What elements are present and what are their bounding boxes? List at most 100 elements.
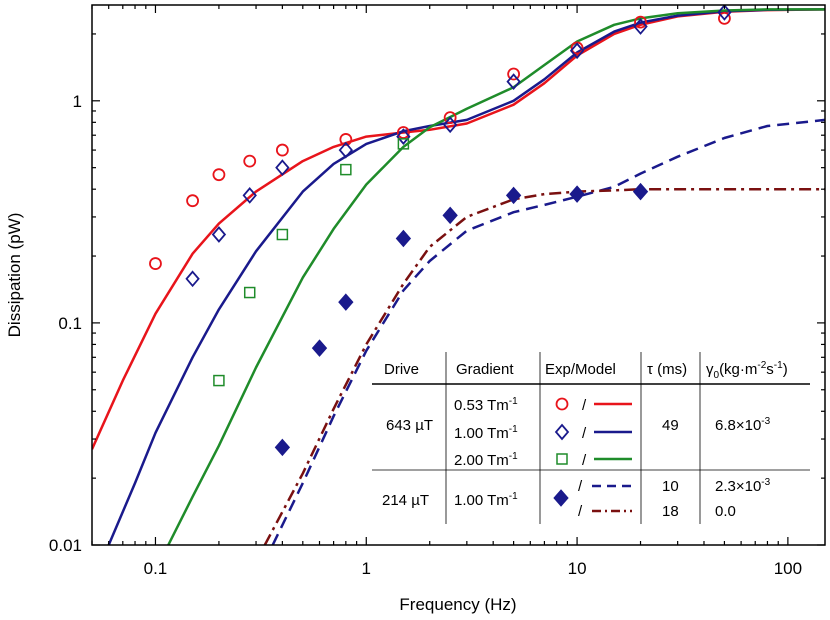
y-axis-title: Dissipation (pW) xyxy=(5,213,24,338)
gradient-100-sup: -1 xyxy=(509,424,518,435)
point-214-t-1-00-tm-1-data-0 xyxy=(274,438,291,457)
point-643-t-0-53-tm-1-data-7 xyxy=(443,111,457,125)
legend-slash-3: / xyxy=(582,452,587,469)
point-643-t-0-53-tm-1-data-10 xyxy=(634,15,647,29)
y-tick-label-1: 1 xyxy=(73,92,82,111)
gradient-053-sup: -1 xyxy=(509,396,518,407)
y-tick-label-0_1: 0.1 xyxy=(58,314,82,333)
gradient-214-value: 1.00 Tm xyxy=(454,492,509,509)
point-214-t-1-00-tm-1-data-4 xyxy=(442,206,458,225)
gamma-unit-a: (kg·m xyxy=(719,361,757,378)
point-643-t-2-00-tm-1-data-2 xyxy=(276,228,289,241)
x-tick-label-1: 1 xyxy=(362,559,371,578)
point-643-t-1-00-tm-1-data-4 xyxy=(338,141,354,159)
point-643-t-1-00-tm-1-data-10 xyxy=(717,5,732,21)
legend-gradient-214: 1.00 Tm-1 xyxy=(454,491,518,509)
x-tick-label-10: 10 xyxy=(568,559,587,578)
data-points xyxy=(149,5,732,457)
point-643-t-1-00-tm-1-data-0 xyxy=(185,270,200,288)
point-643-t-0-53-tm-1-data-4 xyxy=(275,143,289,157)
gamma-68-exp: -3 xyxy=(761,416,770,427)
point-643-t-0-53-tm-1-data-3 xyxy=(243,154,257,168)
gamma-subscript: 0 xyxy=(714,370,720,381)
legend-background xyxy=(372,346,825,540)
legend-table: Drive Gradient Exp/Model τ (ms) γ0(kg·m-… xyxy=(372,346,825,540)
gamma-unit-b: s xyxy=(766,361,774,378)
point-643-t-0-53-tm-1-data-2 xyxy=(212,168,226,182)
y-tick-label-0_01: 0.01 xyxy=(49,536,82,555)
point-643-t-2-00-tm-1-data-3 xyxy=(340,163,352,176)
gradient-200-sup: -1 xyxy=(509,451,518,462)
gradient-214-sup: -1 xyxy=(509,491,518,502)
legend-marker-circle xyxy=(555,397,569,411)
axis-ticks xyxy=(91,5,825,546)
point-643-t-1-00-tm-1-data-5 xyxy=(396,128,411,145)
x-axis-title: Frequency (Hz) xyxy=(399,595,516,614)
legend-drive-643: 643 µT xyxy=(386,417,433,434)
legend-slash-2: / xyxy=(582,425,587,442)
legend-tau-18: 18 xyxy=(662,503,679,520)
point-643-t-0-53-tm-1-data-0 xyxy=(149,257,162,270)
legend-header-tau: τ (ms) xyxy=(647,361,687,378)
legend-slash-1: / xyxy=(582,397,587,414)
x-tick-label-0_1: 0.1 xyxy=(144,559,168,578)
legend-header-gamma: γ0(kg·m-2s-1) xyxy=(706,360,788,381)
point-214-t-1-00-tm-1-data-7 xyxy=(632,182,649,201)
series-line-643-t-2-00-tm-1-model xyxy=(167,8,825,545)
series-line-214-t-10-ms-model xyxy=(271,118,825,545)
point-643-t-2-00-tm-1-data-4 xyxy=(397,138,410,150)
point-643-t-0-53-tm-1-data-6 xyxy=(396,126,410,139)
point-643-t-1-00-tm-1-data-3 xyxy=(275,159,290,177)
gamma-sup-1: -2 xyxy=(757,360,766,371)
gamma-sup-2: -1 xyxy=(774,360,783,371)
gamma-23-mant: 2.3×10 xyxy=(715,478,761,495)
point-214-t-1-00-tm-1-data-3 xyxy=(395,229,412,248)
legend-header-drive: Drive xyxy=(384,361,419,378)
legend-marker-diamond-filled xyxy=(553,489,569,507)
legend-slash-5: / xyxy=(578,503,583,520)
series-line-214-t-18-ms-model xyxy=(263,187,825,545)
legend-tau-49: 49 xyxy=(662,417,679,434)
point-643-t-1-00-tm-1-data-1 xyxy=(211,226,227,243)
point-214-t-1-00-tm-1-data-5 xyxy=(505,186,522,205)
x-tick-label-100: 100 xyxy=(774,559,802,578)
plot-frame xyxy=(91,4,826,546)
legend-slash-4: / xyxy=(578,478,583,495)
point-643-t-2-00-tm-1-data-0 xyxy=(213,374,225,387)
point-643-t-1-00-tm-1-data-7 xyxy=(506,73,521,91)
gradient-200-value: 2.00 Tm xyxy=(454,452,509,469)
legend-tau-10: 10 xyxy=(662,478,679,495)
point-643-t-0-53-tm-1-data-11 xyxy=(718,11,731,25)
point-643-t-0-53-tm-1-data-8 xyxy=(507,67,521,81)
gamma-68-mant: 6.8×10 xyxy=(715,417,761,434)
point-643-t-0-53-tm-1-data-5 xyxy=(339,133,353,146)
point-643-t-2-00-tm-1-data-1 xyxy=(243,286,256,299)
legend-drive-214: 214 µT xyxy=(382,492,429,509)
point-643-t-1-00-tm-1-data-8 xyxy=(569,42,585,60)
legend-gradient-100: 1.00 Tm-1 xyxy=(454,424,518,442)
point-214-t-1-00-tm-1-data-6 xyxy=(569,185,585,203)
point-643-t-1-00-tm-1-data-6 xyxy=(442,116,458,134)
point-643-t-0-53-tm-1-data-1 xyxy=(186,194,199,208)
gamma-close: ) xyxy=(783,361,788,378)
legend-gamma-zero: 0.0 xyxy=(715,503,736,520)
gradient-053-value: 0.53 Tm xyxy=(454,397,509,414)
legend-header-gradient: Gradient xyxy=(456,361,514,378)
legend-gradient-200: 2.00 Tm-1 xyxy=(454,451,518,469)
legend-gamma-68e-3: 6.8×10-3 xyxy=(715,416,771,434)
legend-header-exp-model: Exp/Model xyxy=(545,361,616,378)
legend-marker-diamond-open xyxy=(554,423,570,441)
gamma-symbol: γ xyxy=(706,361,714,378)
legend-marker-square xyxy=(556,453,568,465)
legend-gamma-23e-3: 2.3×10-3 xyxy=(715,477,771,495)
point-214-t-1-00-tm-1-data-2 xyxy=(338,293,354,311)
point-643-t-1-00-tm-1-data-9 xyxy=(633,18,648,35)
point-643-t-1-00-tm-1-data-2 xyxy=(242,187,257,204)
gradient-100-value: 1.00 Tm xyxy=(454,425,509,442)
model-lines xyxy=(92,8,825,545)
point-214-t-1-00-tm-1-data-1 xyxy=(311,339,328,357)
legend-gradient-053: 0.53 Tm-1 xyxy=(454,396,518,414)
gamma-23-exp: -3 xyxy=(761,477,770,488)
